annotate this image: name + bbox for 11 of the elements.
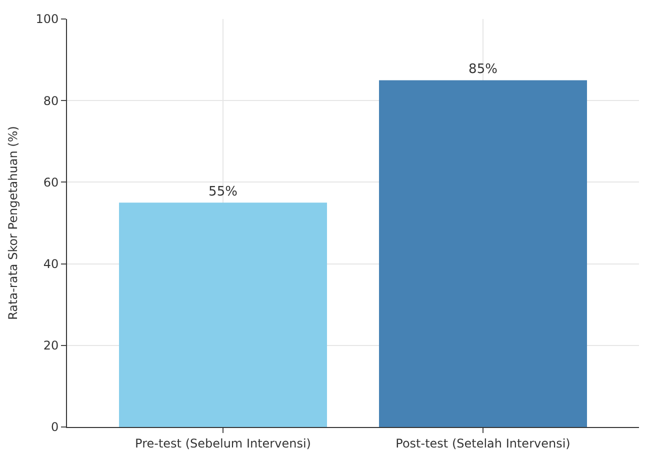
x-tick-label: Post-test (Setelah Intervensi) bbox=[396, 436, 570, 450]
y-tick-label: 40 bbox=[43, 257, 59, 271]
x-tick-label: Pre-test (Sebelum Intervensi) bbox=[135, 436, 311, 450]
y-tick-label: 20 bbox=[43, 338, 59, 353]
data-label: 55% bbox=[208, 184, 238, 200]
y-tick-label: 60 bbox=[43, 175, 59, 190]
y-axis-title: Rata-rata Skor Pengetahuan (%) bbox=[6, 126, 20, 320]
y-tick-label: 0 bbox=[50, 420, 59, 434]
y-tick-label: 80 bbox=[43, 94, 59, 108]
data-label: 85% bbox=[468, 62, 498, 78]
y-tick-label: 100 bbox=[36, 12, 59, 26]
